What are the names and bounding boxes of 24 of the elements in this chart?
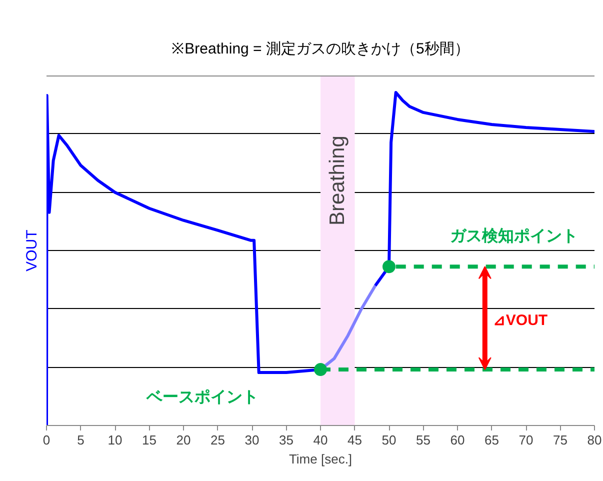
annotation: ガス検知ポイント	[450, 227, 578, 246]
x-tick-label: 10	[108, 432, 122, 448]
chart-title: ※Breathing = 測定ガスの吹きかけ（5秒間）	[172, 40, 470, 58]
x-tick-label: 65	[484, 432, 499, 448]
x-tick-label: 40	[313, 432, 328, 448]
x-tick-label: 70	[518, 432, 534, 448]
x-tick-label: 75	[553, 432, 568, 448]
annotation: ⊿VOUT	[492, 312, 548, 329]
x-tick-label: 5	[77, 432, 84, 448]
x-tick-label: 45	[348, 432, 362, 448]
x-tick-label: 50	[382, 432, 396, 448]
x-tick-label: 15	[142, 432, 156, 448]
x-tick-label: 0	[42, 432, 50, 448]
x-tick-label: 55	[416, 432, 430, 448]
x-tick-label: 30	[244, 432, 260, 448]
y-axis-title: VOUT	[24, 230, 40, 272]
x-tick-label: 25	[210, 432, 225, 448]
x-axis-title: Time [sec.]	[288, 452, 352, 466]
x-tick-label: 35	[279, 432, 294, 448]
x-tick-label: 20	[176, 432, 191, 448]
annotation: ベースポイント	[146, 389, 258, 406]
x-tick-label: 60	[450, 432, 465, 448]
band-label: Breathing	[326, 136, 350, 226]
x-tick-label: 80	[587, 432, 602, 448]
